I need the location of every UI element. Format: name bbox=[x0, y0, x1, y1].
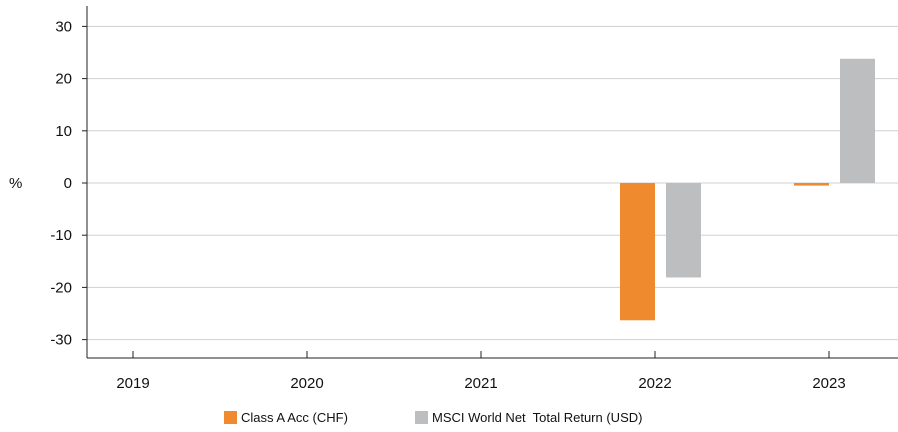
y-tick-label: 10 bbox=[55, 123, 72, 140]
legend: Class A Acc (CHF) MSCI World Net Total Re… bbox=[224, 410, 642, 425]
y-tick-labels: 30 20 10 0 -10 -20 -30 bbox=[50, 18, 87, 349]
x-tick-labels: 2019 2020 2021 2022 2023 bbox=[116, 351, 846, 392]
y-tick-label: -10 bbox=[50, 227, 72, 244]
y-tick-label: 0 bbox=[64, 175, 72, 192]
bars bbox=[620, 58, 875, 321]
x-tick-label: 2023 bbox=[812, 375, 845, 392]
x-tick-label: 2019 bbox=[116, 375, 149, 392]
y-axis-unit-label: % bbox=[9, 175, 22, 192]
y-tick-label: -30 bbox=[50, 332, 72, 349]
bar-class-a-2022 bbox=[620, 183, 655, 321]
y-tick-label: -20 bbox=[50, 279, 72, 296]
legend-label: Class A Acc (CHF) bbox=[241, 410, 348, 425]
bar-class-a-2023 bbox=[794, 183, 829, 186]
bar-msci-2022 bbox=[666, 183, 701, 278]
y-tick-label: 30 bbox=[55, 18, 72, 35]
legend-label: MSCI World Net Total Return (USD) bbox=[432, 410, 642, 425]
axes bbox=[86, 6, 898, 359]
y-tick-label: 20 bbox=[55, 71, 72, 88]
bar-msci-2023 bbox=[840, 58, 875, 183]
legend-swatch bbox=[415, 411, 428, 424]
x-tick-label: 2022 bbox=[638, 375, 671, 392]
x-tick-label: 2021 bbox=[464, 375, 497, 392]
gridlines bbox=[87, 25, 898, 341]
legend-swatch bbox=[224, 411, 237, 424]
x-tick-label: 2020 bbox=[290, 375, 323, 392]
